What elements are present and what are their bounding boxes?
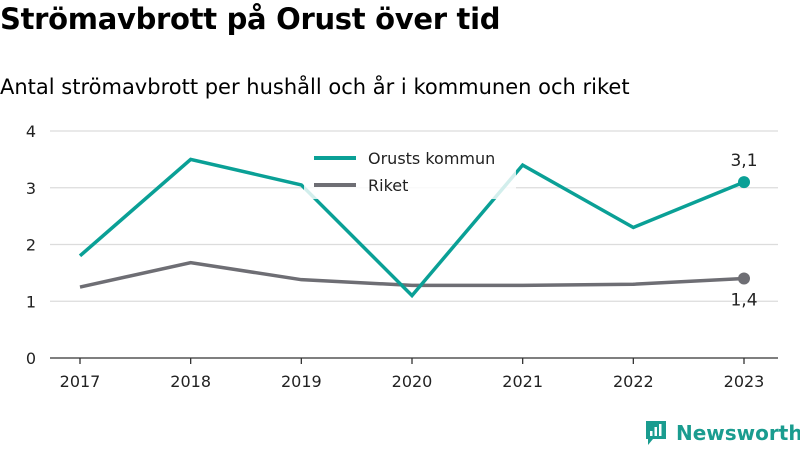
y-tick-label: 0: [26, 349, 36, 368]
series-line-1: [79, 260, 745, 289]
x-tick-label: 2020: [392, 372, 433, 391]
series-end-point-1: [738, 272, 750, 285]
x-tick-label: 2019: [281, 372, 322, 391]
x-tick-label: 2021: [502, 372, 543, 391]
brand-name: Newsworthy: [676, 421, 800, 445]
x-tick-label: 2018: [170, 372, 211, 391]
y-tick-label: 1: [26, 292, 36, 311]
data-label-1: 1,4: [730, 291, 757, 311]
legend-background: [304, 143, 516, 199]
y-tick-label: 2: [26, 236, 36, 255]
legend-label-0: Orusts kommun: [368, 149, 495, 168]
y-tick-label: 4: [26, 122, 36, 141]
y-tick-label: 3: [26, 179, 36, 198]
data-label-0: 3,1: [730, 151, 757, 171]
legend-label-1: Riket: [368, 176, 408, 195]
x-tick-label: 2022: [613, 372, 654, 391]
brand-logo: Newsworthy: [644, 418, 800, 448]
series-end-point-0: [738, 176, 750, 189]
newsworthy-logo-icon: [646, 421, 666, 445]
chart-title: Strömavbrott på Orust över tid: [0, 2, 501, 36]
series-line-0: [78, 157, 745, 299]
chart-subtitle: Antal strömavbrott per hushåll och år i …: [0, 75, 630, 99]
x-tick-label: 2023: [724, 372, 765, 391]
x-tick-label: 2017: [60, 372, 101, 391]
